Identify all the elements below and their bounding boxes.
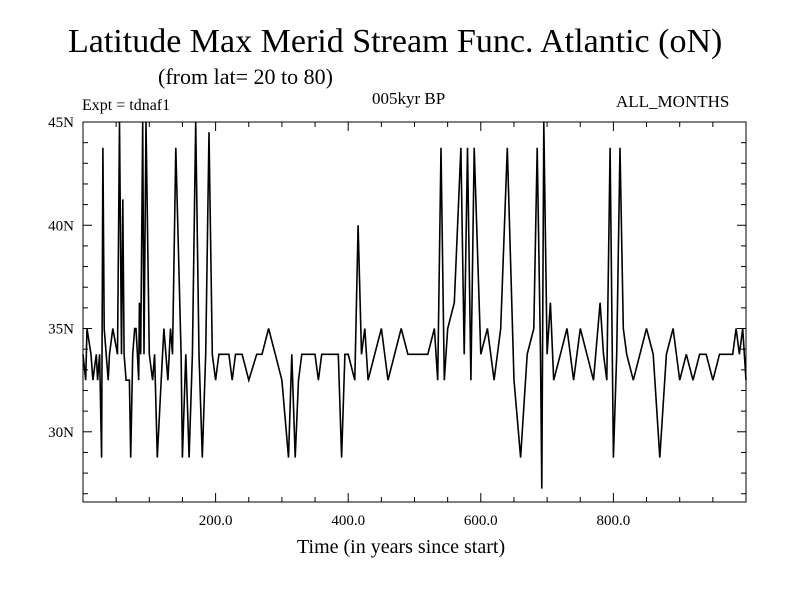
season-label: ALL_MONTHS: [616, 92, 730, 111]
x-tick-label: 800.0: [597, 513, 631, 529]
y-tick-label: 40N: [48, 218, 74, 234]
x-tick-label: 600.0: [464, 513, 498, 529]
series-line: [82, 121, 747, 489]
chart-title: Latitude Max Merid Stream Func. Atlantic…: [68, 23, 723, 60]
experiment-label: Expt = tdnaf1: [82, 97, 171, 114]
chart-subtitle: (from lat= 20 to 80): [158, 64, 333, 89]
y-tick-label: 45N: [48, 115, 74, 131]
x-tick-label: 200.0: [199, 513, 233, 529]
period-label: 005kyr BP: [372, 89, 446, 108]
x-tick-label: 400.0: [331, 513, 365, 529]
y-tick-label: 35N: [48, 322, 74, 338]
y-tick-label: 30N: [48, 425, 74, 441]
x-axis-label: Time (in years since start): [297, 536, 506, 558]
